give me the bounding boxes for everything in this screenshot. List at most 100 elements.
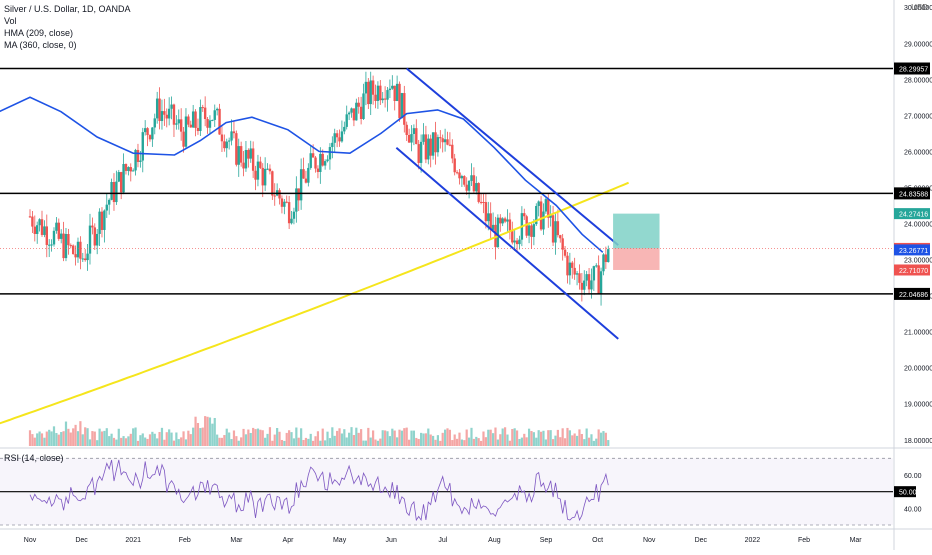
volume-bar bbox=[314, 436, 317, 446]
candle-body bbox=[170, 104, 173, 109]
volume-bar bbox=[400, 430, 404, 446]
candle-body bbox=[79, 241, 82, 259]
volume-bar bbox=[33, 437, 36, 446]
volume-bar bbox=[595, 438, 598, 446]
volume-bar bbox=[448, 429, 451, 446]
volume-bar bbox=[585, 428, 588, 446]
candle-body bbox=[160, 111, 164, 122]
candle-body bbox=[439, 137, 442, 139]
volume-bar bbox=[434, 439, 437, 446]
volume-bar bbox=[199, 428, 202, 446]
candle bbox=[542, 203, 545, 235]
candle bbox=[422, 123, 425, 145]
volume-bar bbox=[535, 437, 538, 446]
hma-indicator-label[interactable]: HMA (209, close) bbox=[4, 28, 74, 38]
volume-bar bbox=[465, 429, 468, 446]
volume-bar bbox=[110, 433, 113, 446]
candle-body bbox=[232, 131, 236, 134]
volume-bar bbox=[156, 438, 159, 446]
candle bbox=[283, 198, 286, 215]
level-price-label: 24.83588 bbox=[899, 191, 928, 198]
candle bbox=[223, 134, 226, 152]
volume-bar bbox=[482, 431, 485, 446]
candle-body bbox=[319, 153, 322, 172]
candle-body bbox=[76, 241, 80, 258]
candle bbox=[287, 195, 291, 230]
candle-body bbox=[237, 146, 240, 165]
candle-body bbox=[206, 119, 209, 128]
volume-bar bbox=[206, 416, 209, 446]
volume-bar bbox=[88, 439, 92, 446]
candle bbox=[607, 245, 610, 263]
candle-body bbox=[107, 199, 111, 205]
candle-body bbox=[179, 119, 183, 132]
volume-bar bbox=[559, 437, 562, 446]
candle-body bbox=[295, 188, 298, 212]
candles-group bbox=[28, 71, 610, 306]
volume-bar bbox=[79, 421, 82, 446]
candle-body bbox=[371, 80, 375, 95]
candle bbox=[568, 252, 572, 285]
candle-body bbox=[597, 265, 600, 294]
volume-bar bbox=[417, 438, 420, 446]
candle-body bbox=[163, 111, 166, 115]
candle-body bbox=[391, 85, 394, 89]
candle bbox=[141, 127, 144, 173]
volume-bar bbox=[563, 438, 567, 446]
volume-bar bbox=[429, 434, 432, 446]
candle bbox=[323, 159, 327, 170]
candle bbox=[475, 176, 478, 195]
candle-body bbox=[203, 107, 207, 120]
volume-bar bbox=[48, 429, 51, 446]
volume-bar bbox=[592, 440, 595, 446]
candle bbox=[304, 170, 308, 184]
candle bbox=[163, 98, 166, 126]
volume-bar bbox=[278, 431, 281, 446]
candle-body bbox=[165, 114, 168, 119]
volume-bar bbox=[91, 431, 94, 446]
volume-bar bbox=[232, 430, 236, 446]
candle bbox=[388, 79, 392, 99]
volume-bar bbox=[523, 433, 526, 446]
volume-bar bbox=[60, 432, 63, 446]
candle bbox=[177, 109, 180, 130]
candle-body bbox=[153, 118, 156, 128]
candle-body bbox=[537, 201, 540, 206]
candle bbox=[566, 251, 569, 284]
symbol-title[interactable]: Silver / U.S. Dollar, 1D, OANDA bbox=[4, 4, 131, 14]
candle bbox=[151, 127, 154, 147]
candle-body bbox=[417, 144, 420, 163]
volume-bar bbox=[597, 429, 600, 446]
candle-body bbox=[131, 170, 135, 172]
volume-bar bbox=[235, 436, 238, 446]
candle-body bbox=[436, 137, 440, 153]
volume-bar bbox=[108, 436, 111, 446]
ma-indicator-label[interactable]: MA (360, close, 0) bbox=[4, 40, 77, 50]
rsi-indicator-label[interactable]: RSI (14, close) bbox=[4, 453, 64, 463]
volume-bar bbox=[458, 432, 461, 446]
volume-bar bbox=[105, 428, 108, 446]
volume-bar bbox=[100, 431, 104, 446]
candle-body bbox=[527, 225, 531, 236]
candle-body bbox=[494, 224, 497, 248]
candle bbox=[424, 125, 428, 164]
candle bbox=[386, 87, 389, 112]
candle-body bbox=[518, 239, 521, 245]
volume-bar bbox=[72, 428, 75, 446]
target-zone bbox=[613, 213, 660, 249]
candle-body bbox=[259, 161, 262, 168]
volume-bar bbox=[192, 427, 195, 446]
candle bbox=[263, 157, 267, 192]
candle-body bbox=[43, 226, 46, 235]
candle-body bbox=[261, 167, 264, 186]
channel-trendline bbox=[395, 147, 619, 340]
candle bbox=[153, 113, 156, 135]
volume-bar bbox=[515, 430, 519, 446]
volume-indicator-label[interactable]: Vol bbox=[4, 16, 17, 26]
volume-bar bbox=[343, 429, 346, 446]
candle bbox=[374, 84, 377, 109]
volume-bar bbox=[237, 440, 240, 446]
volume-bar bbox=[168, 429, 171, 446]
